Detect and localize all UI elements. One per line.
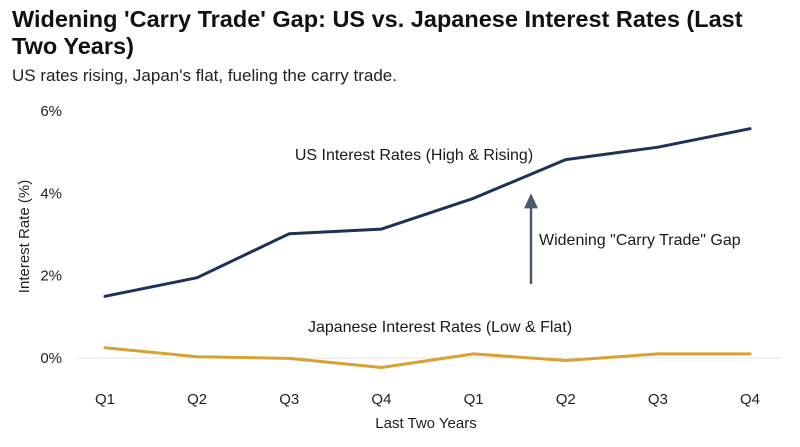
y-tick-label: 0%	[40, 350, 62, 367]
axes: 0% 2% 4% 6% Q1 Q2 Q3 Q4 Q1 Q2 Q3 Q4 Last Two Years In…	[16, 103, 780, 432]
x-tick-label: Q1	[464, 391, 484, 408]
y-tick-label: 4%	[40, 185, 62, 202]
x-tick-label: Q1	[95, 391, 115, 408]
gap-label: Widening "Carry Trade" Gap	[539, 232, 741, 249]
series-lines	[103, 127, 752, 369]
us-series-label: US Interest Rates (High & Rising)	[295, 147, 533, 164]
y-tick-label: 6%	[40, 103, 62, 120]
x-tick-label: Q4	[371, 391, 391, 408]
y-tick-label: 2%	[40, 268, 62, 285]
x-tick-label: Q2	[556, 391, 576, 408]
chart-title: Widening 'Carry Trade' Gap: US vs. Japan…	[12, 6, 743, 59]
annotations: US Interest Rates (High & Rising) Japanes…	[295, 147, 741, 336]
us-rate-line	[103, 127, 752, 298]
x-axis-label: Last Two Years	[375, 415, 476, 432]
y-axis-label: Interest Rate (%)	[16, 180, 33, 293]
x-tick-label: Q3	[279, 391, 299, 408]
gap-arrow-head	[524, 193, 538, 209]
japan-series-label: Japanese Interest Rates (Low & Flat)	[308, 319, 572, 336]
x-tick-label: Q2	[187, 391, 207, 408]
chart-subtitle: US rates rising, Japan's flat, fueling t…	[12, 66, 397, 85]
x-tick-label: Q4	[740, 391, 760, 408]
japan-rate-line	[103, 346, 752, 369]
x-tick-label: Q3	[648, 391, 668, 408]
